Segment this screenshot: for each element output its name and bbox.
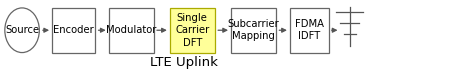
Bar: [230, 8, 275, 53]
Bar: [51, 8, 95, 53]
Text: FDMA
IDFT: FDMA IDFT: [294, 19, 323, 41]
Ellipse shape: [5, 8, 39, 53]
Bar: [289, 8, 328, 53]
Bar: [108, 8, 153, 53]
Bar: [169, 8, 214, 53]
Text: Subcarrier
Mapping: Subcarrier Mapping: [227, 19, 279, 41]
Text: Single
Carrier
DFT: Single Carrier DFT: [175, 13, 209, 48]
Text: Encoder: Encoder: [53, 25, 94, 35]
Text: LTE Uplink: LTE Uplink: [150, 56, 218, 69]
Text: Source: Source: [5, 25, 39, 35]
Text: Modulator: Modulator: [106, 25, 156, 35]
